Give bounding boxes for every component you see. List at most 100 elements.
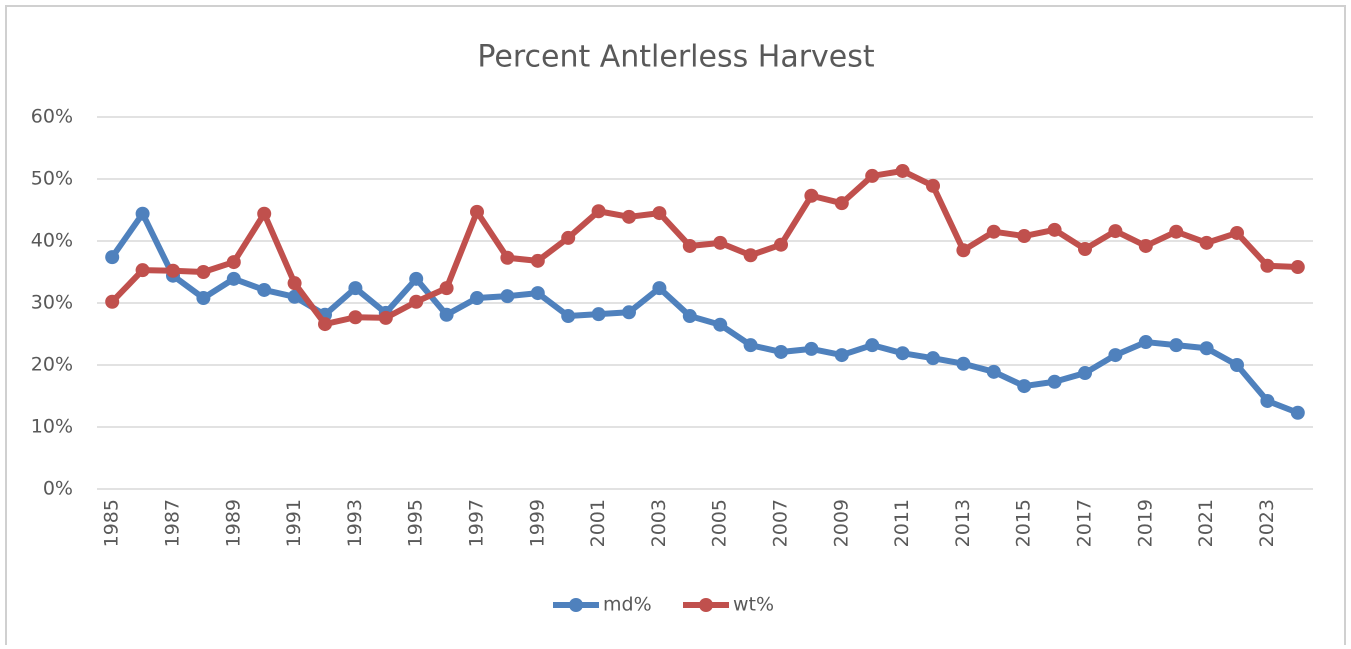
y-tick-label: 0%: [43, 478, 73, 500]
point: [348, 281, 363, 296]
y-tick-label: 20%: [31, 354, 73, 376]
series-line: [110, 167, 1298, 328]
point: [682, 238, 697, 253]
point: [956, 356, 971, 371]
x-tick-label: 2001: [587, 499, 609, 547]
point: [318, 317, 332, 332]
point: [530, 286, 545, 301]
point: [743, 248, 758, 263]
x-tick-label: 2021: [1195, 499, 1217, 547]
point: [1108, 224, 1123, 239]
point: [378, 310, 393, 325]
point: [500, 289, 515, 304]
x-tick-label: 2023: [1256, 499, 1278, 547]
x-tick-label: 1985: [101, 499, 123, 547]
point: [1169, 224, 1184, 239]
legend-label: md%: [603, 594, 652, 616]
point: [1138, 238, 1153, 253]
y-tick-label: 60%: [31, 106, 73, 128]
point: [561, 309, 576, 324]
point: [774, 237, 788, 252]
point: [804, 188, 819, 203]
point: [622, 305, 636, 320]
point: [1047, 374, 1062, 389]
x-tick-label: 2003: [648, 499, 670, 547]
point: [257, 206, 272, 221]
legend-marker: [699, 598, 713, 612]
point: [622, 209, 636, 224]
x-tick-label: 2013: [952, 499, 974, 547]
point: [1017, 379, 1032, 394]
x-tick-label: 1987: [162, 499, 184, 547]
point: [1260, 258, 1275, 273]
x-tick-label: 2007: [770, 499, 792, 547]
x-tick-label: 2011: [891, 499, 913, 547]
x-tick-label: 1999: [526, 499, 548, 547]
point: [834, 196, 849, 211]
point: [591, 307, 606, 322]
y-tick-label: 30%: [31, 292, 73, 314]
point: [804, 341, 819, 356]
point: [956, 243, 971, 258]
point: [105, 250, 120, 265]
point: [1169, 338, 1184, 353]
point: [834, 348, 849, 363]
point: [166, 263, 180, 278]
point: [470, 204, 484, 219]
point: [135, 263, 150, 278]
point: [895, 346, 910, 361]
point: [743, 338, 758, 353]
point: [348, 310, 363, 325]
point: [1017, 229, 1032, 244]
point: [986, 364, 1001, 379]
x-tick-label: 2005: [709, 499, 731, 547]
point: [713, 235, 728, 250]
x-tick-label: 2019: [1134, 499, 1156, 547]
point: [1290, 405, 1305, 420]
point: [652, 281, 667, 296]
point: [135, 206, 150, 221]
point: [1047, 222, 1062, 237]
point: [1138, 335, 1153, 350]
point: [196, 291, 211, 306]
point: [105, 294, 120, 309]
point: [409, 294, 424, 309]
point: [1230, 358, 1244, 372]
point: [1199, 235, 1214, 250]
x-tick-label: 1993: [344, 499, 366, 547]
y-tick-label: 50%: [31, 168, 73, 190]
point: [530, 253, 545, 268]
legend-label: wt%: [733, 594, 774, 616]
point: [713, 317, 728, 332]
chart-frame: [5, 5, 1346, 649]
legend-marker: [569, 598, 583, 612]
point: [561, 230, 576, 245]
point: [1078, 366, 1092, 381]
x-tick-label: 1991: [283, 499, 305, 547]
point: [226, 271, 241, 286]
point: [1078, 242, 1092, 257]
point: [226, 255, 241, 270]
chart-title: Percent Antlerless Harvest: [477, 40, 875, 75]
y-tick-label: 10%: [31, 416, 73, 438]
y-tick-label: 40%: [31, 230, 73, 252]
point: [591, 204, 606, 219]
point: [926, 178, 940, 193]
point: [895, 163, 910, 178]
point: [652, 206, 667, 221]
x-tick-label: 2015: [1013, 499, 1035, 547]
x-tick-label: 1995: [405, 499, 427, 547]
point: [470, 291, 484, 306]
point: [1230, 225, 1244, 240]
point: [682, 309, 697, 324]
point: [409, 271, 424, 286]
point: [926, 351, 940, 366]
point: [439, 307, 454, 322]
point: [1260, 393, 1275, 408]
point: [986, 224, 1001, 239]
point: [287, 289, 302, 304]
point: [1290, 260, 1305, 275]
point: [1108, 348, 1123, 363]
x-tick-label: 2017: [1074, 499, 1096, 547]
